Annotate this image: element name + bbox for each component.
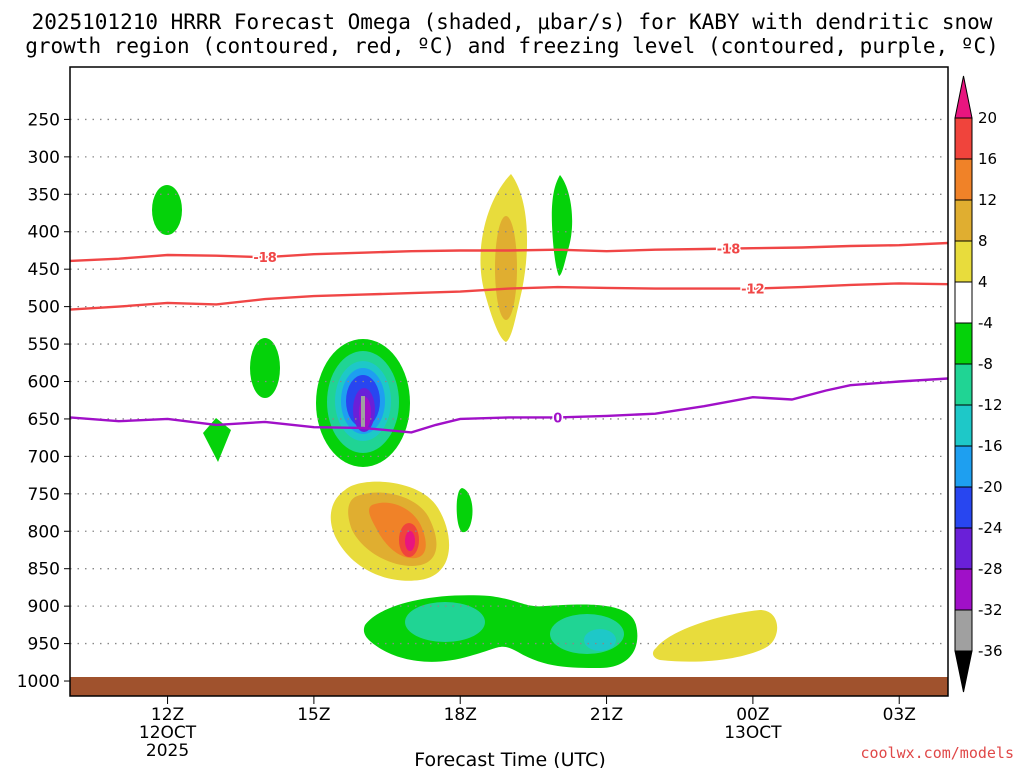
colorbar-label-20: 20 — [978, 109, 997, 127]
y-tick-label-850: 850 — [28, 560, 60, 580]
y-tick-label-650: 650 — [28, 410, 60, 430]
omega-cell-18z-650 — [456, 488, 473, 533]
contour-label--12-0: -12 — [741, 283, 765, 298]
omega-cell-13z-545 — [203, 418, 231, 462]
y-tick-label-450: 450 — [28, 260, 60, 280]
colorbar-swatch--8 to -4 — [954, 322, 973, 365]
colorbar-label-12: 12 — [978, 191, 997, 209]
y-tick-label-400: 400 — [28, 223, 60, 243]
omega-shading — [152, 174, 778, 668]
colorbar-label--20: -20 — [978, 478, 1003, 496]
colorbar-swatch--12 to -8 — [954, 363, 973, 406]
x-tick-year-12Z: 2025 — [146, 741, 189, 761]
y-tick-label-900: 900 — [28, 597, 60, 617]
y-tick-label-800: 800 — [28, 522, 60, 542]
x-tick-date-12Z: 12OCT — [139, 723, 197, 743]
colorbar-label--28: -28 — [978, 560, 1003, 578]
colorbar-label-8: 8 — [978, 232, 988, 250]
colorbar-label--24: -24 — [978, 519, 1003, 537]
colorbar-label-4: 4 — [978, 273, 988, 291]
omega-cell-14z-450 — [250, 338, 280, 398]
colorbar-swatch-12 to 16 — [954, 158, 973, 201]
y-tick-label-600: 600 — [28, 373, 60, 393]
omega-cell-19z-350-lvl2 — [495, 216, 517, 320]
colorbar-swatch--36 to -32 — [954, 609, 973, 652]
x-tick-label-21Z: 21Z — [590, 705, 623, 725]
colorbar-swatch-4 to 8 — [954, 240, 973, 283]
y-tick-label-300: 300 — [28, 148, 60, 168]
colorbar-label--8: -8 — [978, 355, 993, 373]
x-axis-title: Forecast Time (UTC) — [414, 749, 605, 768]
colorbar-swatch--16 to -12 — [954, 404, 973, 447]
contour-line--12 — [70, 282, 948, 311]
omega-cell-17z-lvl5 — [405, 531, 415, 551]
y-tick-label-250: 250 — [28, 110, 60, 130]
colorbar-swatch-min — [954, 650, 973, 693]
x-tick-label-12Z: 12Z — [151, 705, 184, 725]
y-tick-label-1000: 1000 — [17, 672, 60, 692]
temperature-contours: -18 -18 -12 0 — [70, 241, 948, 434]
credit-text: coolwx.com/models — [860, 744, 1014, 762]
colorbar-swatch-16 to 20 — [954, 117, 973, 160]
contour-label--18-0: -18 — [253, 251, 277, 266]
chart-title-line-2: growth region (contoured, red, ºC) and f… — [25, 34, 999, 58]
omega-cell-20z-310 — [551, 175, 573, 276]
omega-cell-lower-lvl2 — [405, 602, 485, 642]
colorbar-label--16: -16 — [978, 437, 1003, 455]
y-tick-label-700: 700 — [28, 447, 60, 467]
colorbar-legend: 20 16 12 8 4 -4 -8 -12 -16 -20 -24 -28 -32 -36 — [954, 75, 1003, 693]
contour-line-0 — [70, 377, 948, 434]
x-tick-label-18Z: 18Z — [444, 705, 477, 725]
y-axis-pressure: 250 300 350 400 450 500 550 600 650 700 750 800 850 9… — [17, 110, 70, 692]
colorbar-swatch--28 to -24 — [954, 527, 973, 570]
x-tick-label-00Z: 00Z — [736, 705, 769, 725]
colorbar-swatch--20 to -16 — [954, 445, 973, 488]
omega-cell-23z-910 — [652, 610, 778, 662]
omega-cell-12z-300 — [152, 185, 182, 235]
surface-ground-bar — [70, 677, 948, 696]
colorbar-label--4: -4 — [978, 314, 993, 332]
colorbar-label-16: 16 — [978, 150, 997, 168]
y-tick-label-500: 500 — [28, 298, 60, 318]
colorbar-swatch--32 to -28 — [954, 568, 973, 611]
y-tick-label-950: 950 — [28, 635, 60, 655]
colorbar-swatch-8 to 12 — [954, 199, 973, 242]
x-tick-date-00Z: 13OCT — [724, 723, 782, 743]
omega-cell-lower-lvl3 — [584, 629, 616, 651]
x-tick-label-03Z: 03Z — [883, 705, 916, 725]
contour-line--18 — [70, 241, 948, 263]
contour-label-0-0: 0 — [553, 411, 562, 426]
colorbar-swatch--24 to -20 — [954, 486, 973, 529]
contour-label--18-1: -18 — [717, 243, 741, 258]
colorbar-swatch-max — [954, 75, 973, 119]
y-tick-label-550: 550 — [28, 335, 60, 355]
x-tick-label-15Z: 15Z — [297, 705, 330, 725]
colorbar-swatch--4 to 4 — [954, 281, 973, 324]
y-tick-label-750: 750 — [28, 485, 60, 505]
colorbar-label--36: -36 — [978, 642, 1003, 660]
y-tick-label-350: 350 — [28, 185, 60, 205]
colorbar-label--32: -32 — [978, 601, 1003, 619]
chart-title-line-1: 2025101210 HRRR Forecast Omega (shaded, … — [31, 10, 993, 34]
omega-cell-16z-lvl8 — [361, 396, 365, 429]
colorbar-label--12: -12 — [978, 396, 1003, 414]
